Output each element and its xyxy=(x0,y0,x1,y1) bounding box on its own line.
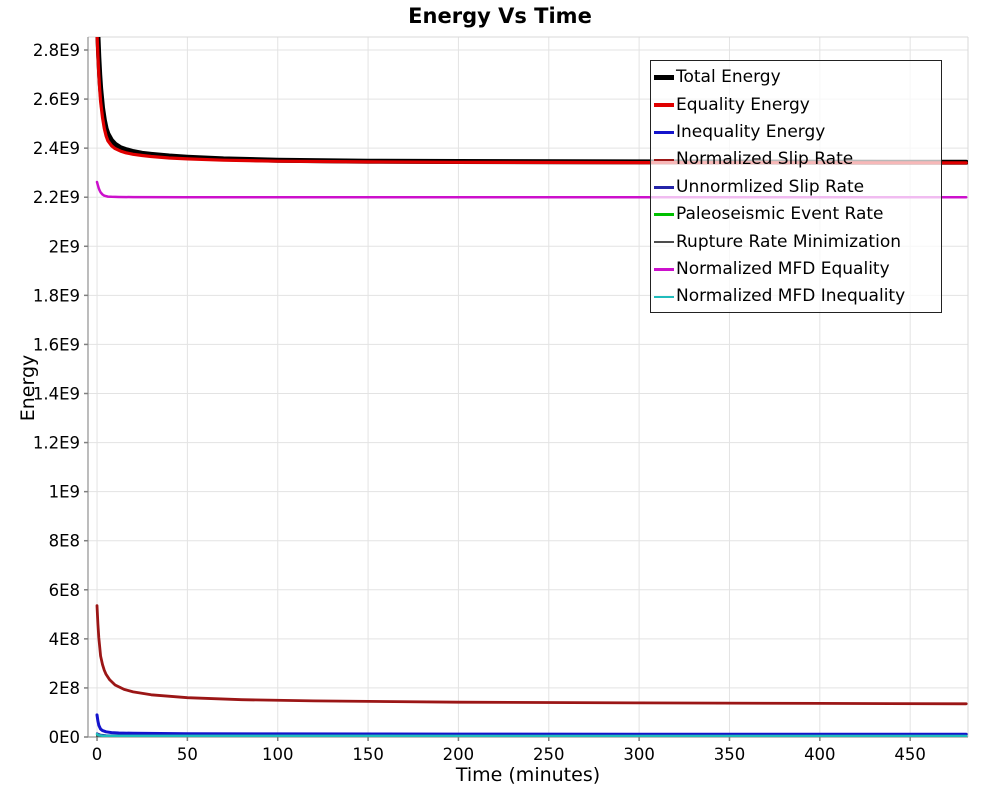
x-tick-label: 50 xyxy=(177,745,198,764)
y-tick-label: 1.2E9 xyxy=(33,434,80,453)
legend-item: Paleoseismic Event Rate xyxy=(654,201,941,228)
x-tick-label: 400 xyxy=(804,745,836,764)
y-tick-label: 6E8 xyxy=(49,581,80,600)
legend-swatch-icon xyxy=(654,75,674,80)
tick-labels: 0E0 2E8 4E8 6E8 8E8 1E9 1.2E9 1.4E9 1.6E9 1.8E9 2E… xyxy=(33,41,926,764)
legend-item: Inequality Energy xyxy=(654,119,941,146)
x-tick-label: 450 xyxy=(894,745,926,764)
y-tick-label: 2.2E9 xyxy=(33,188,80,207)
y-tick-label: 2E9 xyxy=(49,237,80,256)
y-tick-label: 2E8 xyxy=(49,679,80,698)
legend-swatch-icon xyxy=(654,158,674,162)
x-tick-label: 150 xyxy=(352,745,384,764)
x-tick-label: 200 xyxy=(443,745,475,764)
series-line-normalized-mfd-equality xyxy=(95,180,968,199)
x-tick-label: 100 xyxy=(262,745,294,764)
legend-label: Paleoseismic Event Rate xyxy=(676,204,884,225)
y-tick-label: 4E8 xyxy=(49,630,80,649)
legend-label: Normalized Slip Rate xyxy=(676,149,854,170)
legend-item: Equality Energy xyxy=(654,91,941,118)
y-axis-label: Energy xyxy=(17,354,39,422)
y-tick-label: 2.4E9 xyxy=(33,139,80,158)
y-tick-label: 1.6E9 xyxy=(33,335,80,354)
y-tick-label: 8E8 xyxy=(49,532,80,551)
legend-item: Rupture Rate Minimization xyxy=(654,228,941,255)
series-line-inequality-energy xyxy=(95,713,968,736)
legend-label: Normalized MFD Inequality xyxy=(676,286,906,307)
y-tick-label: 0E0 xyxy=(49,728,80,747)
legend-label: Rupture Rate Minimization xyxy=(676,231,901,252)
y-tick-label: 2.8E9 xyxy=(33,41,80,60)
x-tick-label: 350 xyxy=(714,745,746,764)
x-axis-label: Time (minutes) xyxy=(455,764,601,786)
legend: Total Energy Equality Energy Inequality En… xyxy=(650,60,942,313)
x-tick-label: 300 xyxy=(623,745,655,764)
series-line-equality-energy xyxy=(95,37,968,165)
legend-label: Equality Energy xyxy=(676,94,810,115)
legend-item: Normalized MFD Inequality xyxy=(654,283,941,310)
x-tick-label: 0 xyxy=(92,745,103,764)
legend-swatch-icon xyxy=(654,295,674,299)
series-line-normalized-mfd-inequality xyxy=(95,732,968,737)
y-tick-label: 1E9 xyxy=(49,483,80,502)
legend-swatch-icon xyxy=(654,213,674,216)
series-line-normalized-slip-rate xyxy=(95,604,968,706)
legend-item: Total Energy xyxy=(654,64,941,91)
legend-item: Normalized Slip Rate xyxy=(654,146,941,173)
y-tick-label: 2.6E9 xyxy=(33,90,80,109)
legend-swatch-icon xyxy=(654,268,674,271)
y-tick-label: 1.8E9 xyxy=(33,286,80,305)
legend-swatch-icon xyxy=(654,103,674,108)
x-tick-label: 250 xyxy=(533,745,565,764)
legend-item: Unnormlized Slip Rate xyxy=(654,174,941,201)
legend-swatch-icon xyxy=(654,130,674,135)
legend-label: Normalized MFD Equality xyxy=(676,258,890,279)
series-lines xyxy=(95,37,968,737)
legend-label: Inequality Energy xyxy=(676,121,826,142)
chart-title: Energy Vs Time xyxy=(408,4,592,28)
legend-item: Normalized MFD Equality xyxy=(654,256,941,283)
legend-label: Total Energy xyxy=(676,67,781,88)
legend-label: Unnormlized Slip Rate xyxy=(676,176,865,197)
legend-swatch-icon xyxy=(654,240,674,244)
legend-swatch-icon xyxy=(654,186,674,189)
y-tick-label: 1.4E9 xyxy=(33,385,80,404)
